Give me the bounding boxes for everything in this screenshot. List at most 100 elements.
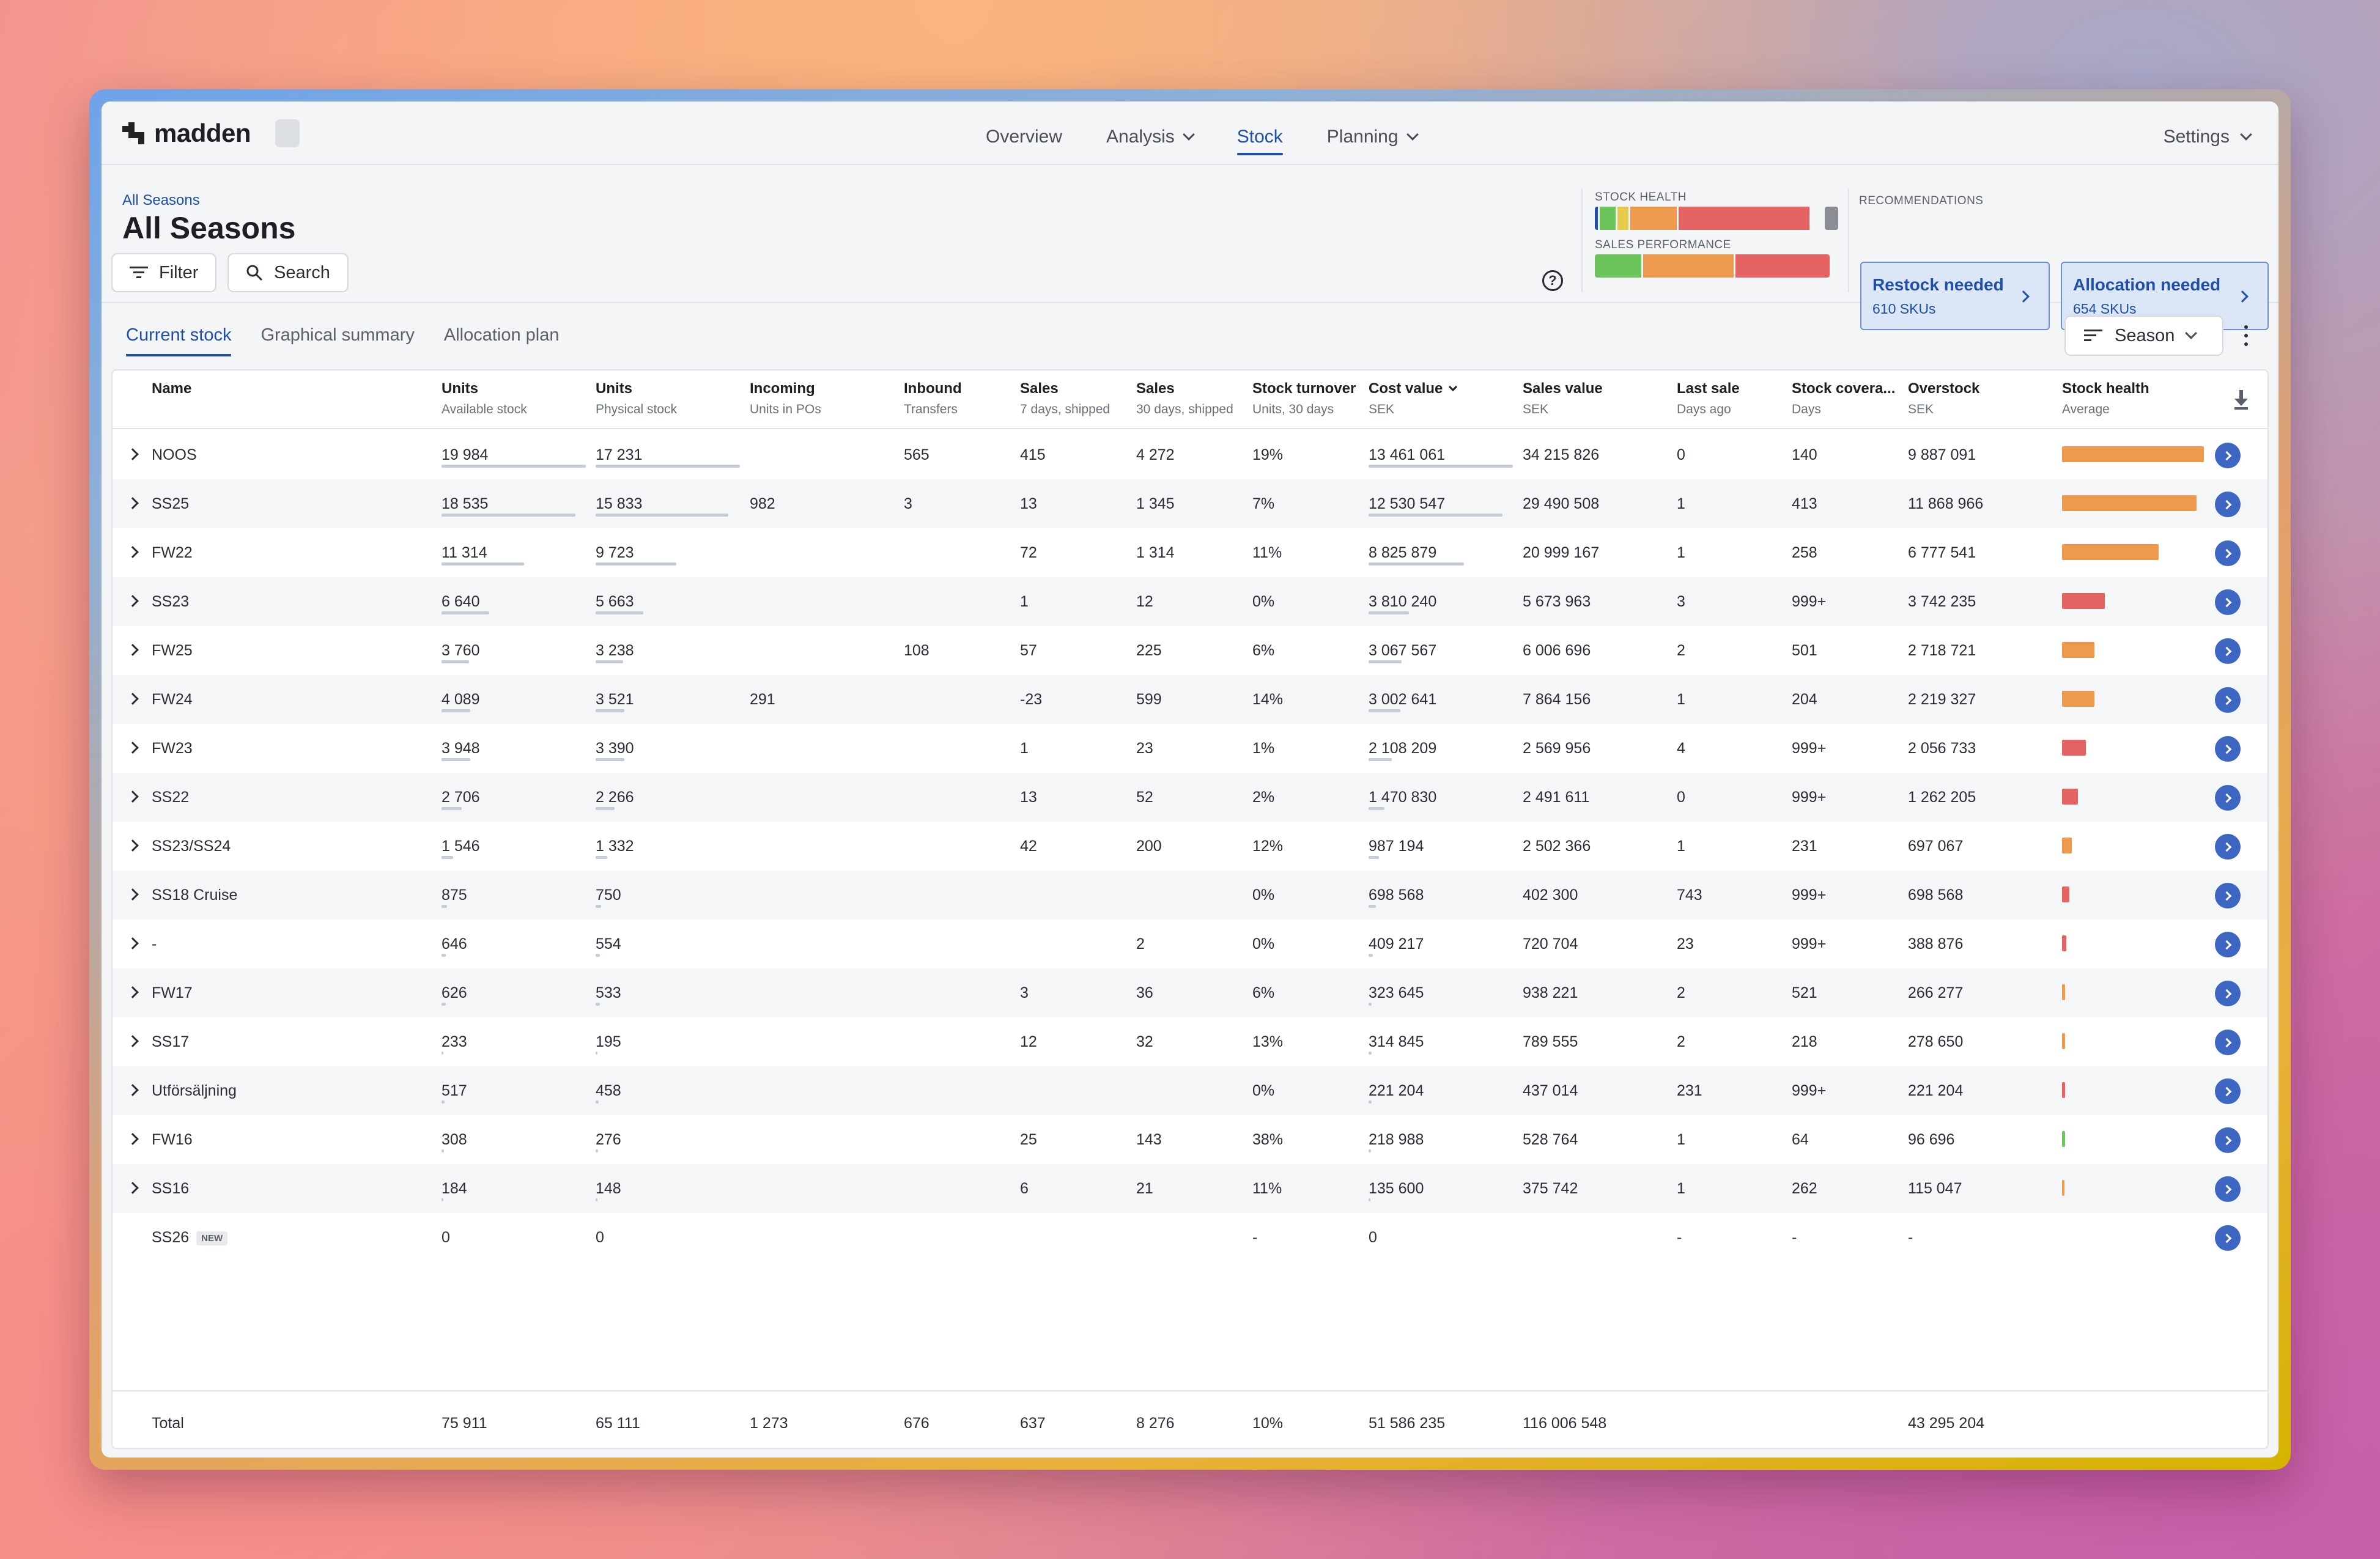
nav-item-overview[interactable]: Overview: [964, 121, 1084, 153]
chevron-right-icon[interactable]: [127, 1133, 139, 1145]
column-header[interactable]: Last sale Days ago: [1677, 380, 1740, 417]
table-row[interactable]: SS16 184 148 6 21 11% 135 600 375 742 1 262 115 04…: [113, 1164, 2267, 1213]
cell-text: 2: [1136, 935, 1145, 953]
settings-menu[interactable]: Settings: [2164, 121, 2252, 153]
cell-text: 2 056 733: [1908, 740, 1976, 757]
column-subtitle: Days ago: [1677, 402, 1731, 416]
cell-text: 2: [1677, 642, 1685, 659]
column-header[interactable]: Units Physical stock: [596, 380, 677, 417]
cell-turnover: 0%: [1252, 593, 1274, 611]
table-row[interactable]: SS26 NEW 0 0 - 0 - - -: [113, 1213, 2267, 1262]
logo[interactable]: madden: [122, 119, 300, 148]
download-icon[interactable]: [2232, 389, 2250, 411]
nav-item-analysis[interactable]: Analysis: [1084, 121, 1215, 153]
open-row-button[interactable]: [2215, 687, 2241, 713]
table-row[interactable]: SS17 233 195 12 32 13% 314 845 789 555 2 218 278 6…: [113, 1017, 2267, 1066]
tab-graphical-summary[interactable]: Graphical summary: [261, 325, 415, 345]
table-row[interactable]: SS23 6 640 5 663 1 12 0% 3 810 240 5 673 963 3 99…: [113, 577, 2267, 626]
chevron-right-icon[interactable]: [127, 448, 139, 460]
cell-text: 135 600: [1369, 1180, 1424, 1197]
column-header[interactable]: Stock covera... Days: [1792, 380, 1895, 417]
chevron-right-icon[interactable]: [127, 595, 139, 607]
more-options-icon[interactable]: [2244, 325, 2248, 346]
open-row-button[interactable]: [2215, 981, 2241, 1006]
column-header[interactable]: Sales 30 days, shipped: [1136, 380, 1233, 417]
tab-allocation-plan[interactable]: Allocation plan: [443, 325, 560, 345]
open-row-button[interactable]: [2215, 1225, 2241, 1251]
open-row-button[interactable]: [2215, 638, 2241, 664]
table-row[interactable]: SS23/SS24 1 546 1 332 42 200 12% 987 194 2 502 …: [113, 822, 2267, 871]
open-row-button[interactable]: [2215, 540, 2241, 566]
table-row[interactable]: NOOS 19 984 17 231 565 415 4 272 19% 13 461 061…: [113, 430, 2267, 479]
breadcrumb[interactable]: All Seasons: [122, 192, 200, 208]
table-row[interactable]: SS25 18 535 15 833 982 3 13 1 345 7% 12 530 547 2…: [113, 479, 2267, 528]
column-header[interactable]: Cost value SEK: [1369, 380, 1458, 417]
table-row[interactable]: Utförsäljning 517 458 0% 221 204 437 014 231 99…: [113, 1066, 2267, 1115]
open-row-button[interactable]: [2215, 1127, 2241, 1153]
column-header[interactable]: Stock health Average: [2062, 380, 2149, 417]
open-row-button[interactable]: [2215, 1030, 2241, 1055]
cell-text: 323 645: [1369, 984, 1424, 1001]
open-row-button[interactable]: [2215, 589, 2241, 615]
open-row-button[interactable]: [2215, 492, 2241, 517]
cell-sales7: 72: [1020, 544, 1037, 562]
chevron-right-icon[interactable]: [127, 888, 139, 901]
cell-physical: 17 231: [596, 446, 642, 464]
column-header[interactable]: Inbound Transfers: [904, 380, 962, 417]
cell-text: 521: [1792, 984, 1817, 1001]
search-button[interactable]: Search: [227, 253, 349, 292]
chevron-right-icon[interactable]: [127, 546, 139, 558]
column-header[interactable]: Name: [152, 380, 191, 402]
column-header[interactable]: Sales value SEK: [1523, 380, 1603, 417]
column-header[interactable]: Incoming Units in POs: [750, 380, 821, 417]
cell-lastsale: 1: [1677, 691, 1685, 709]
chevron-right-icon[interactable]: [127, 937, 139, 949]
chevron-right-icon[interactable]: [127, 986, 139, 998]
divider: [1848, 188, 1849, 292]
column-header[interactable]: Sales 7 days, shipped: [1020, 380, 1110, 417]
table-row[interactable]: FW25 3 760 3 238 108 57 225 6% 3 067 567 6 006 6…: [113, 626, 2267, 675]
restock-needed-card[interactable]: Restock needed 610 SKUs: [1860, 262, 2050, 330]
workspace-badge[interactable]: [275, 119, 300, 147]
table-row[interactable]: FW16 308 276 25 143 38% 218 988 528 764 1 64 96 69…: [113, 1115, 2267, 1164]
table-row[interactable]: - 646 554 2 0% 409 217 720 704 23 999+ 388 876: [113, 920, 2267, 968]
chevron-right-icon[interactable]: [127, 1084, 139, 1096]
table-row[interactable]: SS18 Cruise 875 750 0% 698 568 402 300 743 999+…: [113, 871, 2267, 920]
table-row[interactable]: SS22 2 706 2 266 13 52 2% 1 470 830 2 491 611 0 9…: [113, 773, 2267, 822]
column-header[interactable]: Units Available stock: [442, 380, 527, 417]
sort-season-dropdown[interactable]: Season: [2064, 315, 2223, 356]
nav-item-planning[interactable]: Planning: [1305, 121, 1439, 153]
column-header[interactable]: Stock turnover Units, 30 days: [1252, 380, 1356, 417]
open-row-button[interactable]: [2215, 785, 2241, 811]
column-header[interactable]: Overstock SEK: [1908, 380, 1979, 417]
chevron-right-icon[interactable]: [127, 497, 139, 509]
chevron-right-icon[interactable]: [127, 839, 139, 852]
chevron-right-icon[interactable]: [127, 693, 139, 705]
tab-current-stock[interactable]: Current stock: [126, 325, 232, 356]
open-row-button[interactable]: [2215, 1176, 2241, 1202]
chevron-right-icon[interactable]: [127, 791, 139, 803]
open-row-button[interactable]: [2215, 834, 2241, 860]
chevron-right-icon[interactable]: [127, 644, 139, 656]
open-row-button[interactable]: [2215, 736, 2241, 762]
stock-health-bar: [2062, 886, 2069, 902]
open-row-button[interactable]: [2215, 883, 2241, 908]
chevron-right-icon[interactable]: [127, 1182, 139, 1194]
filter-button[interactable]: Filter: [111, 253, 217, 292]
open-row-button[interactable]: [2215, 1078, 2241, 1104]
table-row[interactable]: FW24 4 089 3 521 291 -23 599 14% 3 002 641 7 864…: [113, 675, 2267, 724]
table-row[interactable]: FW17 626 533 3 36 6% 323 645 938 221 2 521 266 277: [113, 968, 2267, 1017]
table-row[interactable]: FW23 3 948 3 390 1 23 1% 2 108 209 2 569 956 4 99…: [113, 724, 2267, 773]
chevron-right-icon[interactable]: [127, 742, 139, 754]
stock-health-bar: [2062, 1180, 2064, 1196]
cell-text: 3: [1020, 984, 1029, 1001]
table-row[interactable]: FW22 11 314 9 723 72 1 314 11% 8 825 879 20 999…: [113, 528, 2267, 577]
open-row-button[interactable]: [2215, 932, 2241, 957]
open-row-button[interactable]: [2215, 443, 2241, 468]
cell-lastsale: 0: [1677, 446, 1685, 464]
cell-text: Utförsäljning: [152, 1082, 237, 1099]
help-icon[interactable]: ?: [1542, 270, 1563, 291]
chevron-right-icon[interactable]: [127, 1035, 139, 1047]
cell-text: 57: [1020, 642, 1037, 659]
nav-item-stock[interactable]: Stock: [1215, 121, 1305, 155]
